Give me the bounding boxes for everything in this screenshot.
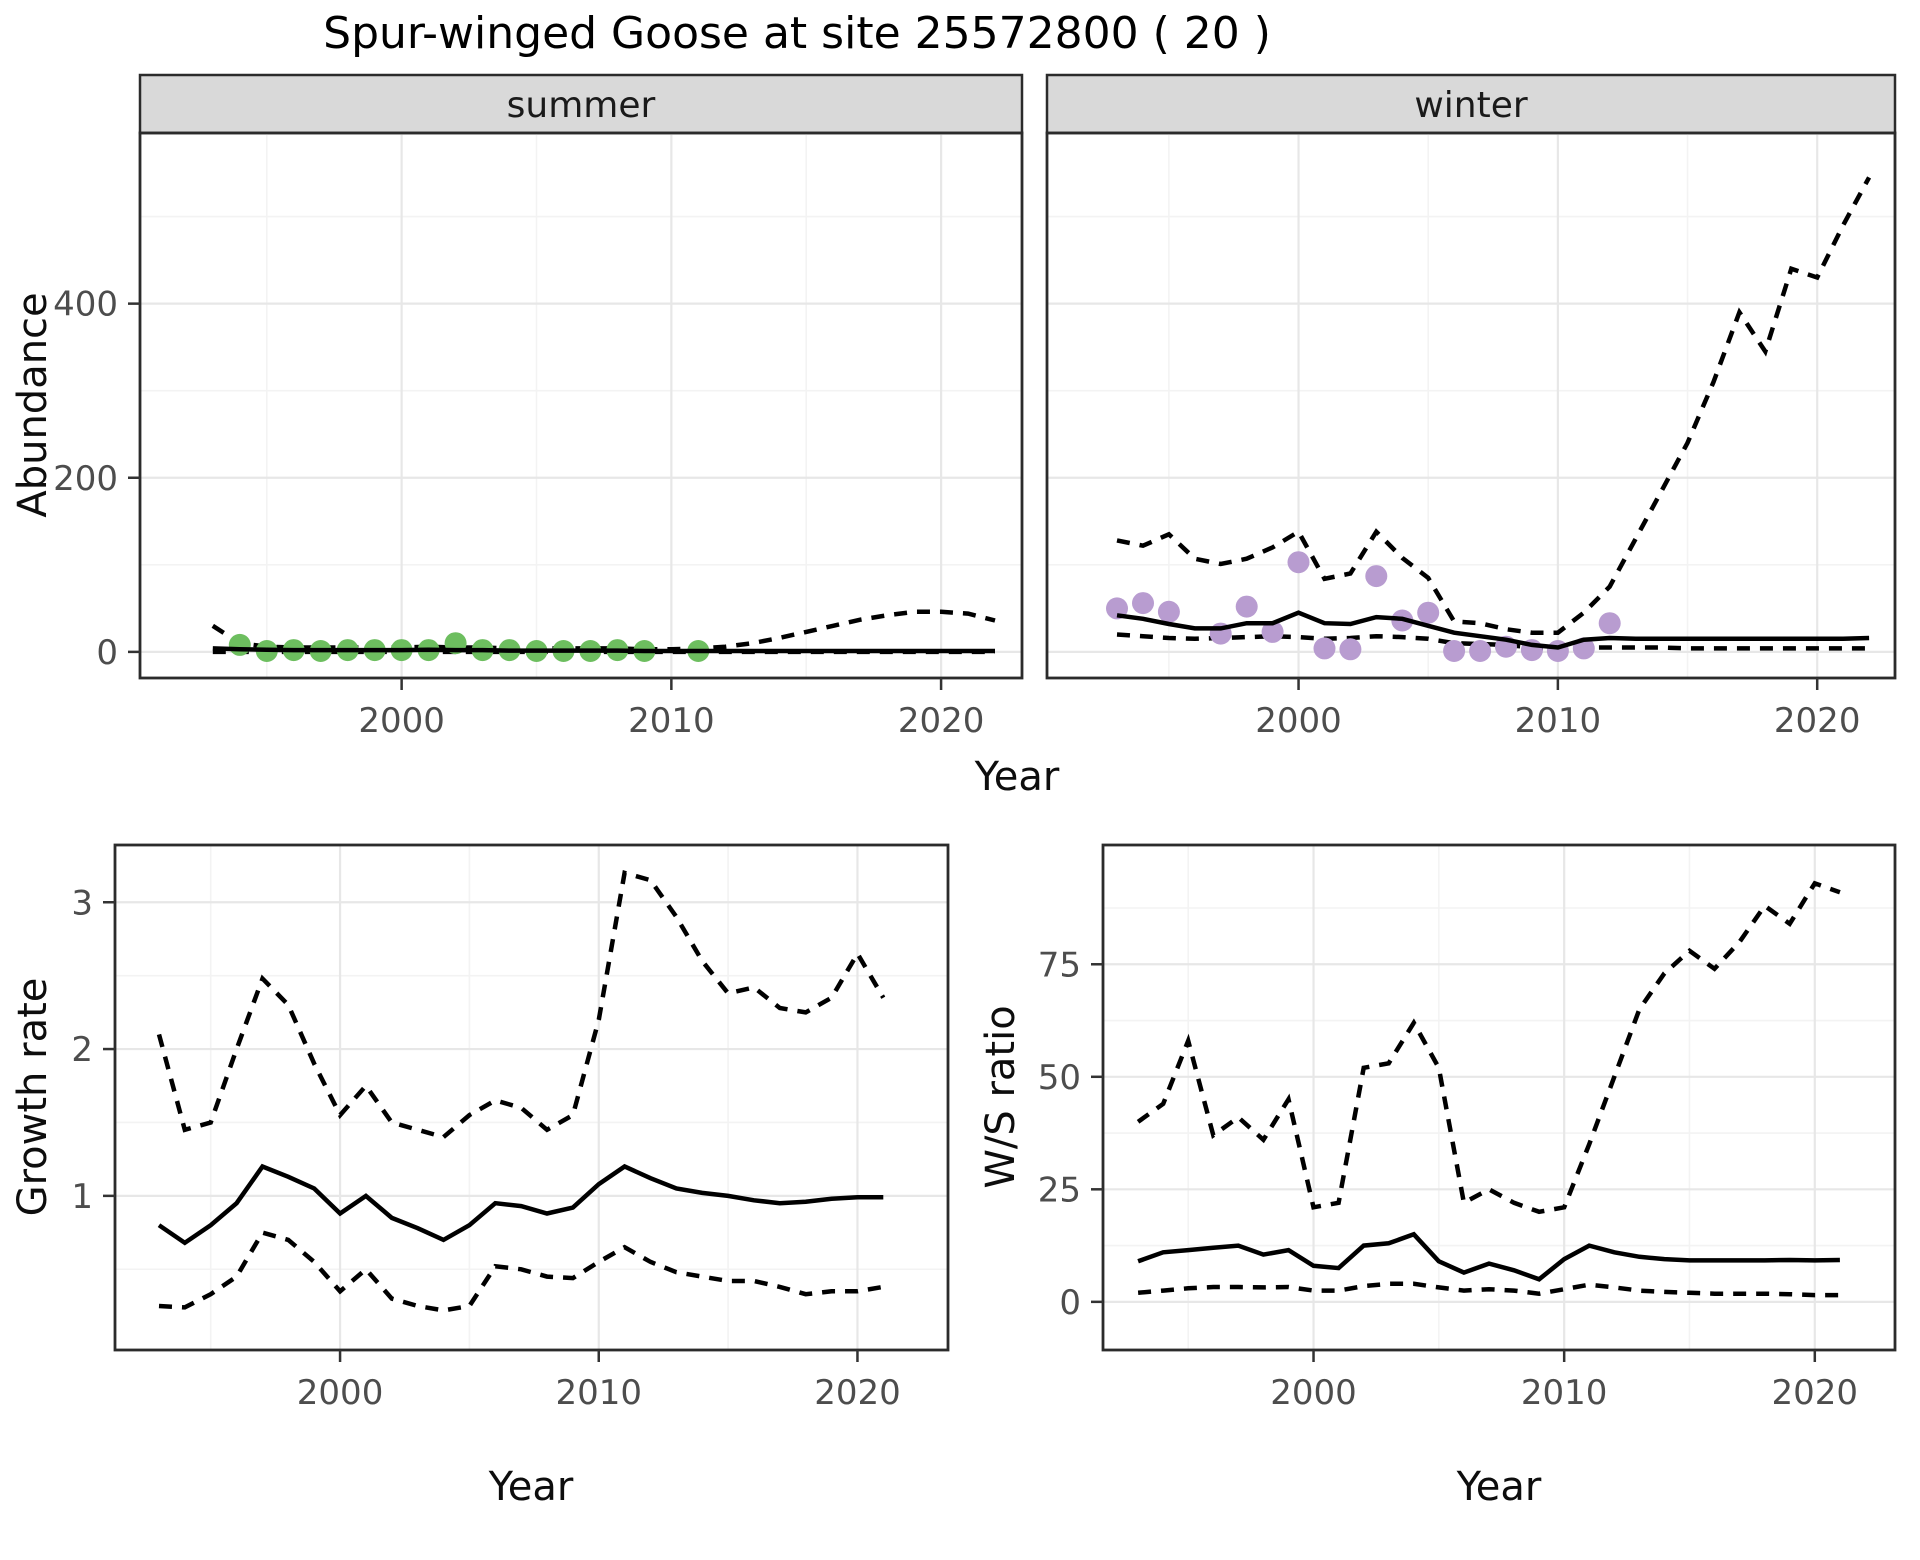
axis-ticks: 2000 2010 2020 <box>1255 678 1860 741</box>
facet-label-summer: summer <box>507 85 656 126</box>
x-tick-label: 2010 <box>1521 1373 1608 1413</box>
gridlines <box>140 133 1022 678</box>
y-tick-label: 200 <box>53 459 118 499</box>
y-tick-label: 25 <box>1038 1170 1081 1210</box>
x-tick-label: 2020 <box>814 1373 901 1413</box>
fit-line <box>1137 1231 1840 1282</box>
x-tick-label: 2020 <box>898 701 985 741</box>
abundance-axis-label: Abundance <box>10 292 56 517</box>
gridlines <box>115 845 948 1350</box>
observed-point <box>1443 640 1466 662</box>
panel-border <box>113 843 950 1352</box>
observed-point <box>228 633 251 656</box>
fit-line <box>212 646 995 654</box>
y-tick-label: 75 <box>1038 945 1081 985</box>
x-tick-label: 2000 <box>1270 1373 1357 1413</box>
y-tick-label: 3 <box>71 883 93 923</box>
observed-point <box>1339 638 1362 661</box>
x-tick-label: 2010 <box>555 1373 642 1413</box>
observed-point <box>1157 600 1180 623</box>
y-tick-label: 0 <box>1059 1283 1081 1323</box>
upper-ci-line <box>211 609 996 652</box>
observed-point <box>1598 612 1621 635</box>
x-tick-label: 2000 <box>297 1373 384 1413</box>
upper-ci-line <box>1136 880 1841 1215</box>
x-tick-label: 2010 <box>628 701 715 741</box>
panel-border <box>1101 843 1897 1352</box>
facet-strip-summer <box>138 73 1024 135</box>
observed-point <box>1417 601 1440 624</box>
observed-point <box>1132 592 1154 615</box>
observed-point <box>1287 551 1310 574</box>
year-axis-label-top: Year <box>974 754 1060 800</box>
lower-ci-line <box>1137 1281 1840 1298</box>
ws-ratio-panel: 2000 2010 2020 0 25 50 75 <box>1038 843 1897 1413</box>
summer-abundance-panel: 2000 2010 2020 0 200 400 <box>53 131 1024 741</box>
observed-point <box>1261 620 1284 643</box>
year-axis-label-growth: Year <box>488 1464 574 1510</box>
axis-ticks: 2000 2010 2020 1 2 3 <box>71 883 900 1413</box>
panel-border <box>1045 131 1897 680</box>
upper-ci-line <box>1116 176 1872 635</box>
gridlines <box>1047 133 1895 678</box>
winter-abundance-panel: 2000 2010 2020 <box>1045 131 1897 741</box>
y-tick-label: 1 <box>71 1177 93 1217</box>
lower-ci-line <box>1116 632 1870 652</box>
observed-point <box>1365 565 1388 588</box>
x-tick-label: 2000 <box>1255 701 1342 741</box>
lower-ci-line <box>158 1229 884 1313</box>
observed-point <box>1235 595 1258 618</box>
x-tick-label: 2010 <box>1515 701 1602 741</box>
growth-rate-axis-label: Growth rate <box>10 978 56 1217</box>
y-tick-label: 0 <box>96 633 118 673</box>
observed-point <box>1313 637 1336 660</box>
facet-label-winter: winter <box>1414 85 1528 126</box>
growth-rate-panel: 2000 2010 2020 1 2 3 <box>71 843 950 1413</box>
y-tick-label: 2 <box>71 1030 93 1070</box>
axis-ticks: 2000 2010 2020 0 200 400 <box>53 285 984 741</box>
x-tick-label: 2020 <box>1772 1373 1859 1413</box>
axis-ticks: 2000 2010 2020 0 25 50 75 <box>1038 945 1858 1413</box>
fit-line <box>157 1163 884 1246</box>
fit-line <box>1116 610 1870 650</box>
panel-border <box>138 131 1024 680</box>
x-tick-label: 2000 <box>358 701 445 741</box>
y-tick-label: 50 <box>1038 1058 1081 1098</box>
observed-point <box>1469 640 1492 662</box>
facet-strip-winter <box>1045 73 1897 135</box>
upper-ci-line <box>156 870 886 1140</box>
y-tick-label: 400 <box>53 285 118 325</box>
plot-title: Spur-winged Goose at site 25572800 ( 20 … <box>323 8 1271 59</box>
gridlines <box>1103 845 1895 1350</box>
x-tick-label: 2020 <box>1774 701 1861 741</box>
ws-ratio-axis-label: W/S ratio <box>978 1005 1024 1188</box>
year-axis-label-ws: Year <box>1456 1464 1542 1510</box>
